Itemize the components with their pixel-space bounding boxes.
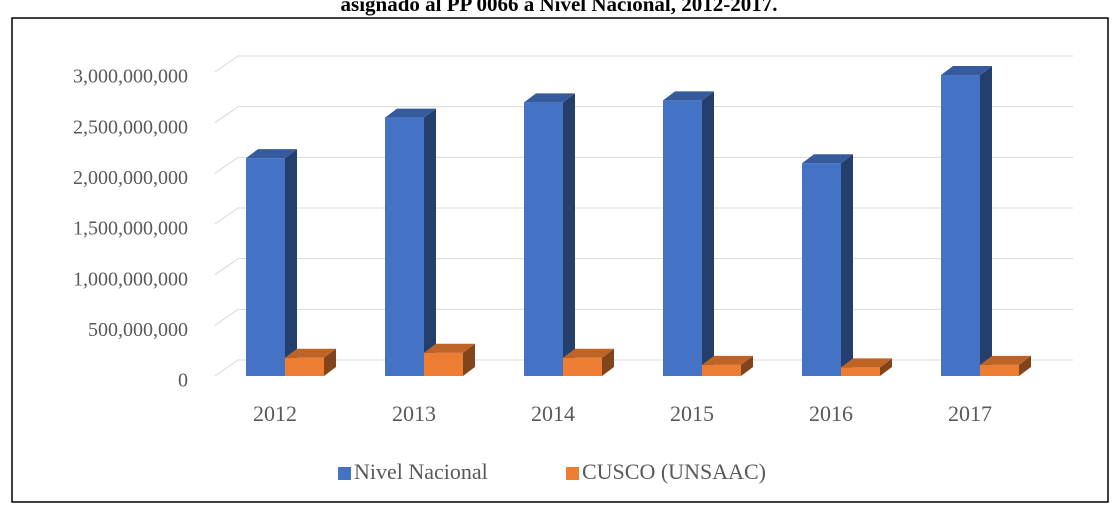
- bar-side: [285, 149, 297, 376]
- grid-line: [214, 207, 1073, 225]
- bar-side: [1019, 355, 1031, 376]
- legend-swatch: [566, 467, 579, 480]
- bar-front: [663, 100, 702, 376]
- bar-front: [424, 352, 463, 376]
- x-tick-label: 2016: [809, 401, 853, 426]
- x-tick-label: 2012: [253, 401, 297, 426]
- bar-top: [563, 348, 614, 358]
- bar: [524, 93, 575, 377]
- bar: [702, 355, 753, 376]
- bar-front: [285, 357, 324, 376]
- bar-top: [385, 108, 436, 118]
- bar: [941, 66, 992, 376]
- bar-top: [285, 348, 336, 358]
- grid-line: [214, 55, 1073, 73]
- bar-top: [941, 66, 992, 76]
- bar-side: [702, 91, 714, 376]
- bar-side: [563, 93, 575, 377]
- grid-line: [214, 359, 1073, 377]
- bar-top: [663, 91, 714, 101]
- bar-front: [841, 367, 880, 376]
- bar-front: [563, 357, 602, 376]
- bar-front: [246, 158, 285, 376]
- grid-line: [214, 156, 1073, 174]
- x-tick-label: 2015: [670, 401, 714, 426]
- y-tick-label: 1,500,000,000: [73, 218, 188, 240]
- bar: [802, 154, 853, 376]
- y-tick-label: 2,000,000,000: [73, 167, 188, 189]
- bar: [563, 348, 614, 376]
- bar-top: [246, 149, 297, 159]
- bar: [663, 91, 714, 376]
- bar: [424, 343, 475, 376]
- bar: [246, 149, 297, 376]
- bar-front: [941, 75, 980, 376]
- legend-label: CUSCO (UNSAAC): [582, 459, 766, 484]
- bar-top: [841, 358, 892, 368]
- bar-front: [385, 117, 424, 376]
- chart-title: asignado al PP 0066 a Nivel Nacional, 20…: [341, 0, 778, 16]
- x-tick-label: 2013: [392, 401, 436, 426]
- y-tick-label: 3,000,000,000: [73, 66, 188, 88]
- bar-side: [880, 358, 892, 376]
- grid-line: [214, 258, 1073, 276]
- bar-side: [463, 343, 475, 376]
- y-tick-label: 500,000,000: [88, 319, 188, 341]
- y-tick-label: 0: [178, 370, 188, 392]
- bar: [980, 355, 1031, 376]
- bar-top: [980, 355, 1031, 365]
- bar-top: [424, 343, 475, 353]
- bar: [841, 358, 892, 376]
- bar-side: [324, 348, 336, 376]
- bar-front: [702, 364, 741, 376]
- bar-top: [802, 154, 853, 164]
- bar-side: [841, 154, 853, 376]
- x-tick-label: 2014: [531, 401, 575, 426]
- grid-line: [214, 308, 1073, 326]
- legend-swatch: [338, 467, 351, 480]
- bar-side: [980, 66, 992, 376]
- bar-top: [524, 93, 575, 103]
- bar-side: [602, 348, 614, 376]
- grid-line: [214, 106, 1073, 124]
- bar-front: [802, 163, 841, 376]
- bar-front: [524, 102, 563, 377]
- y-tick-label: 2,500,000,000: [73, 116, 188, 138]
- legend-label: Nivel Nacional: [354, 459, 488, 484]
- bar-top: [702, 355, 753, 365]
- bar-side: [741, 355, 753, 376]
- bar: [385, 108, 436, 376]
- bar-front: [980, 364, 1019, 376]
- bar: [285, 348, 336, 376]
- y-tick-label: 1,000,000,000: [73, 268, 188, 290]
- x-tick-label: 2017: [948, 401, 992, 426]
- bar-side: [424, 108, 436, 376]
